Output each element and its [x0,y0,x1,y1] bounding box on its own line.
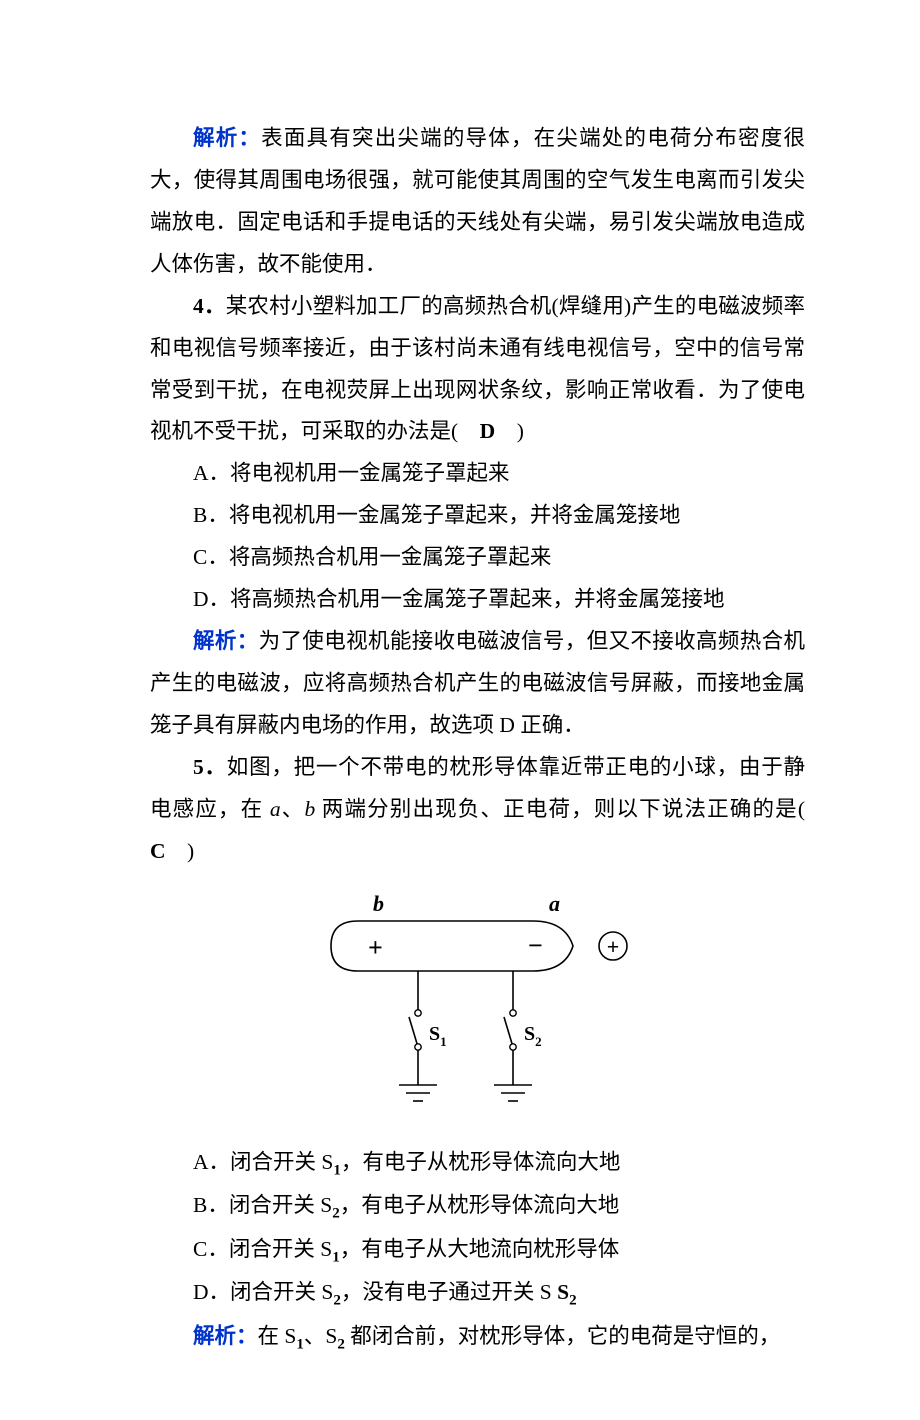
q5-b-sub: 2 [332,1205,340,1221]
q4-number: 4． [193,294,226,318]
q5-d-sub2: 2 [569,1293,577,1309]
q4-option-a: A．将电视机用一金属笼子罩起来 [150,453,805,495]
q5-stem: 5．如图，把一个不带电的枕形导体靠近带正电的小球，由于静电感应，在 a、b 两端… [150,747,805,873]
q5-a-sub: 1 [333,1162,341,1178]
q4-stem-text: 某农村小塑料加工厂的高频热合机(焊缝用)产生的电磁波频率和电视信号频率接近，由于… [150,294,805,444]
q5-answer: C [150,839,166,863]
q5-explain-mid: 、S [304,1324,337,1348]
q5-option-b: B．闭合开关 S2，有电子从枕形导体流向大地 [150,1185,805,1229]
q5-option-c: C．闭合开关 S1，有电子从大地流向枕形导体 [150,1229,805,1273]
q5-option-a: A．闭合开关 S1，有电子从枕形导体流向大地 [150,1142,805,1186]
q5-stem-end: ) [166,839,195,863]
q5-c-pre: C．闭合开关 S [193,1237,332,1261]
explain-label: 解析： [193,1324,258,1348]
q5-explain-s2: 2 [337,1336,345,1352]
sep: 、 [281,797,305,821]
q4-answer: D [480,419,496,443]
q5-explain-s1: 1 [296,1336,304,1352]
plus-icon: + [368,933,383,962]
fig-label-b: b [373,891,384,916]
q5-option-d: D．闭合开关 S2，没有电子通过开关 S S2 [150,1272,805,1316]
explain-label: 解析： [193,629,259,653]
svg-text:S1: S1 [429,1023,447,1049]
q5-stem-b: 两端分别出现负、正电荷，则以下说法正确的是( [315,797,826,821]
ball-plus-icon: + [606,934,619,959]
q5-d-sub: 2 [333,1293,341,1309]
q3-explanation: 解析：表面具有突出尖端的导体，在尖端处的电荷分布密度很大，使得其周围电场很强，就… [150,118,805,286]
q5-d-post: ，没有电子通过开关 S [341,1280,552,1304]
q5-figure: b a + − + S1 S2 [150,883,805,1138]
minus-icon: − [528,931,543,960]
fig-label-a: a [549,891,560,916]
q4-stem: 4．某农村小塑料加工厂的高频热合机(焊缝用)产生的电磁波频率和电视信号频率接近，… [150,286,805,454]
svg-text:S2: S2 [524,1023,542,1049]
q5-explain-pre: 在 S [258,1324,297,1348]
q5-d-pre: D．闭合开关 S [193,1280,333,1304]
q4-option-b: B．将电视机用一金属笼子罩起来，并将金属笼接地 [150,495,805,537]
q5-b-pre: B．闭合开关 S [193,1193,332,1217]
explain-label: 解析： [193,126,261,150]
fig-s1: S [429,1023,440,1045]
q5-c-post: ，有电子从大地流向枕形导体 [340,1237,620,1261]
q5-number: 5． [193,755,227,779]
var-b: b [304,797,315,821]
q5-b-post: ，有电子从枕形导体流向大地 [340,1193,620,1217]
q4-option-d: D．将高频热合机用一金属笼子罩起来，并将金属笼接地 [150,579,805,621]
q5-a-post: ，有电子从枕形导体流向大地 [341,1150,621,1174]
q4-explanation: 解析：为了使电视机能接收电磁波信号，但又不接收高频热合机产生的电磁波，应将高频热… [150,621,805,747]
q4-stem-end: ) [495,419,524,443]
q5-explanation: 解析：在 S1、S2 都闭合前，对枕形导体，它的电荷是守恒的， [150,1316,805,1360]
fig-s1-sub: 1 [440,1034,447,1049]
q5-c-sub: 1 [332,1249,340,1265]
q4-option-c: C．将高频热合机用一金属笼子罩起来 [150,537,805,579]
fig-s2-sub: 2 [535,1034,542,1049]
q5-explain-post: 都闭合前，对枕形导体，它的电荷是守恒的， [345,1324,780,1348]
fig-s2: S [524,1023,535,1045]
q5-a-pre: A．闭合开关 S [193,1150,333,1174]
var-a: a [270,797,281,821]
